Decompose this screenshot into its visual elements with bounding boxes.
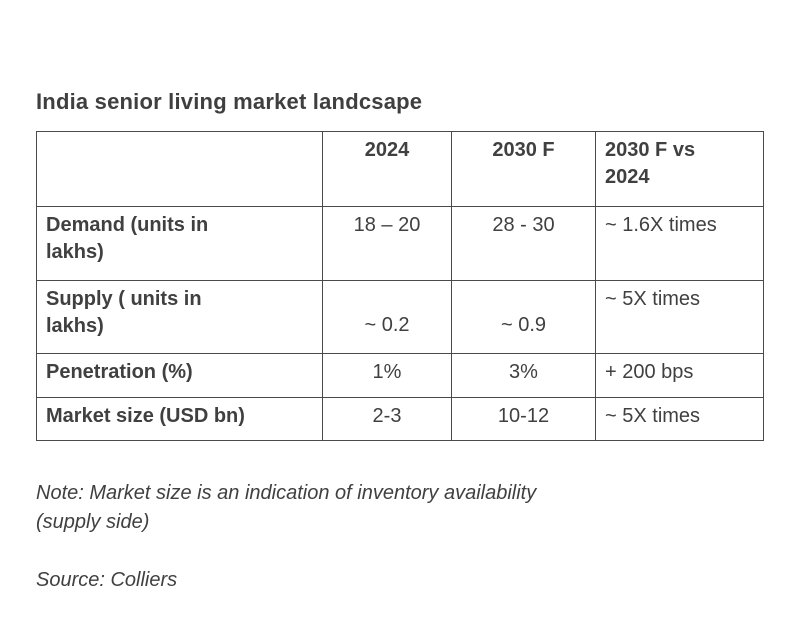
table-row-penetration: Penetration (%) 1% 3% + 200 bps	[36, 353, 764, 398]
header-cell-2024: 2024	[322, 131, 452, 207]
header-cell-empty	[36, 131, 323, 207]
market-size-vs-value: ~ 5X times	[595, 397, 764, 441]
supply-2030f-value: ~ 0.9	[451, 280, 596, 354]
demand-vs-value: ~ 1.6X times	[595, 206, 764, 281]
table-row-supply: Supply ( units in lakhs) ~ 0.2 ~ 0.9 ~ 5…	[36, 280, 764, 354]
market-landscape-table: 2024 2030 F 2030 F vs 2024 Demand (units…	[36, 131, 764, 441]
header-cell-2030f-vs-2024: 2030 F vs 2024	[595, 131, 764, 207]
row-label-demand: Demand (units in lakhs)	[36, 206, 323, 281]
market-size-2030f-value: 10-12	[451, 397, 596, 441]
page-title: India senior living market landcsape	[36, 89, 423, 114]
demand-2024-value: 18 – 20	[322, 206, 452, 281]
document-page: India senior living market landcsape 202…	[36, 89, 766, 624]
row-label-market-size: Market size (USD bn)	[36, 397, 323, 441]
demand-2030f-value: 28 - 30	[451, 206, 596, 281]
table-row-demand: Demand (units in lakhs) 18 – 20 28 - 30 …	[36, 206, 764, 281]
penetration-vs-value: + 200 bps	[595, 353, 764, 398]
penetration-2030f-value: 3%	[451, 353, 596, 398]
supply-vs-value: ~ 5X times	[595, 280, 764, 354]
header-cell-2030f: 2030 F	[451, 131, 596, 207]
market-size-2024-value: 2-3	[322, 397, 452, 441]
footnote-block: Note: Market size is an indication of in…	[36, 450, 766, 624]
row-label-penetration: Penetration (%)	[36, 353, 323, 398]
row-label-supply: Supply ( units in lakhs)	[36, 280, 323, 354]
supply-2024-value: ~ 0.2	[322, 280, 452, 354]
table-header-row: 2024 2030 F 2030 F vs 2024	[36, 131, 764, 207]
note-text: Note: Market size is an indication of in…	[36, 482, 537, 533]
source-text: Source: Colliers	[36, 569, 178, 591]
table-row-market-size: Market size (USD bn) 2-3 10-12 ~ 5X time…	[36, 397, 764, 441]
penetration-2024-value: 1%	[322, 353, 452, 398]
